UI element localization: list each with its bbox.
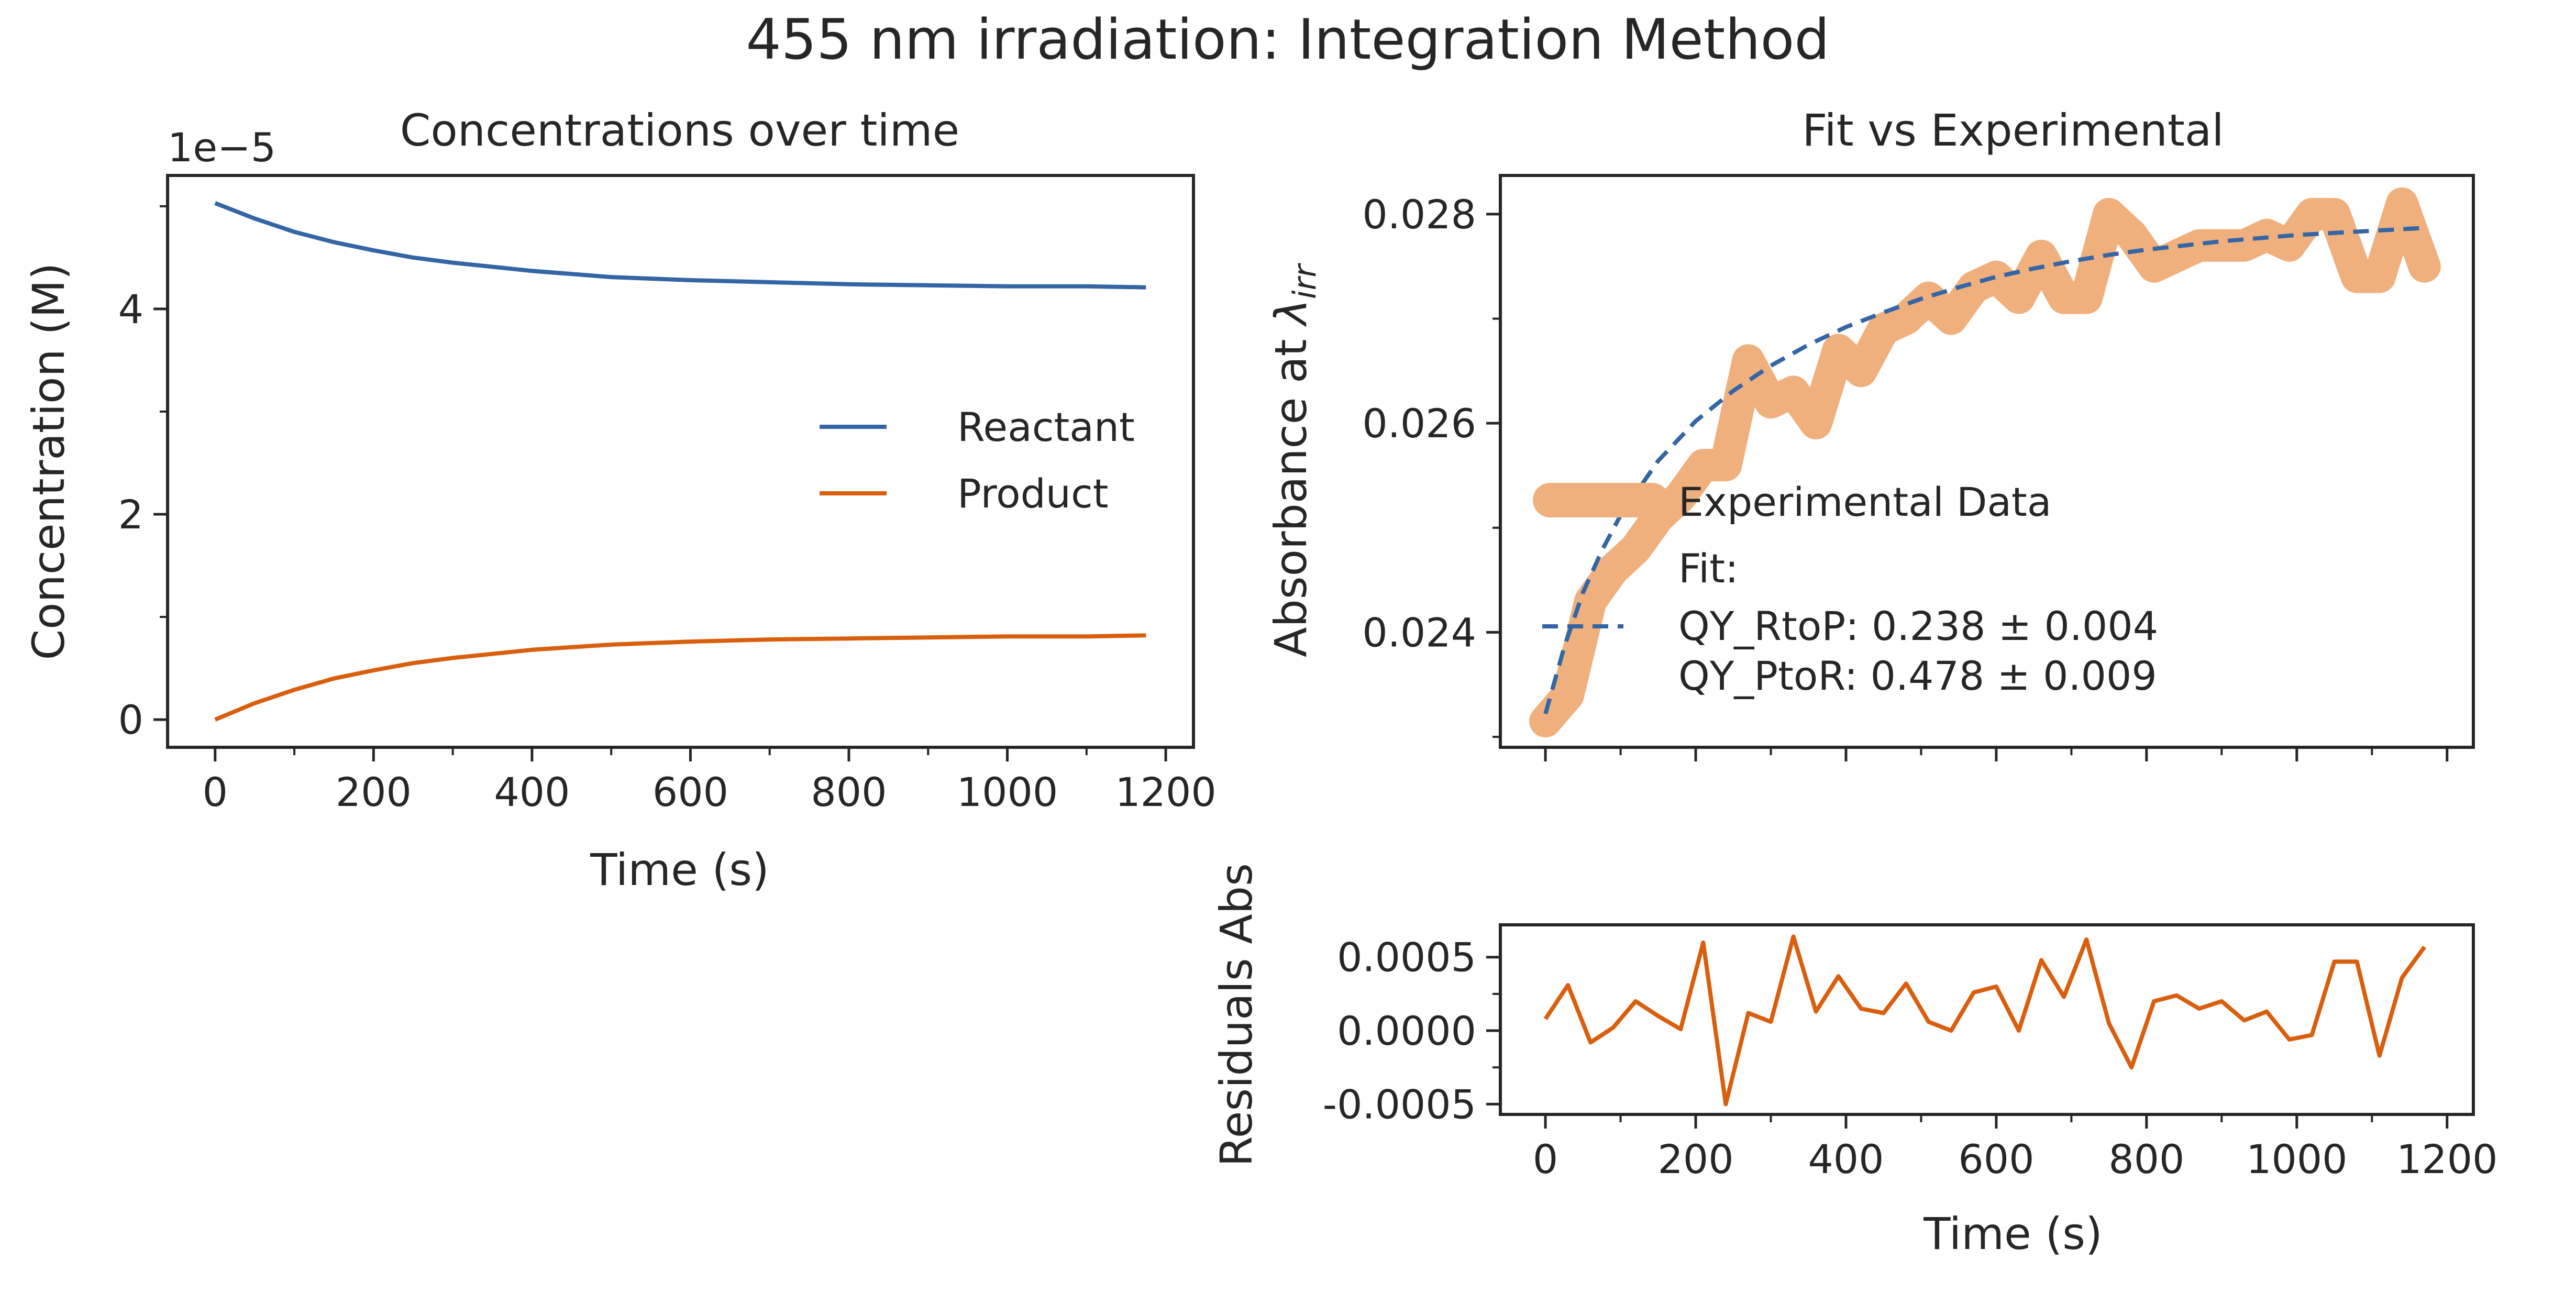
legend-fit-label-line-2: QY_RtoP: 0.238 ± 0.004 bbox=[1678, 603, 2158, 649]
y-tick-label: 0 bbox=[118, 697, 143, 743]
y-tick-label: 0.028 bbox=[1362, 191, 1476, 238]
fit-legend: Experimental Data Fit: QY_RtoP: 0.238 ± … bbox=[1533, 479, 2158, 699]
y-tick-label: 0.0005 bbox=[1337, 934, 1476, 981]
x-tick-label: 1200 bbox=[1115, 769, 1216, 815]
residuals-ticks: 0 200 400 600 800 1000 1200 -0.0005 0.0000 0.0005 bbox=[1323, 934, 2498, 1183]
x-tick-label: 0 bbox=[203, 769, 228, 815]
y-tick-label: 0.024 bbox=[1362, 609, 1476, 656]
legend-fit-label-line-1: Fit: bbox=[1678, 545, 1739, 592]
x-tick-label: 800 bbox=[811, 769, 887, 815]
concentration-panel: Concentrations over time 1e−5 Concentrat… bbox=[23, 105, 1217, 896]
concentration-x-axis-label: Time (s) bbox=[590, 844, 769, 896]
concentration-y-axis-label: Concentration (M) bbox=[23, 263, 74, 660]
fit-y-axis-label-subscript: irr bbox=[1287, 263, 1323, 299]
legend-reactant-label: Reactant bbox=[957, 404, 1135, 450]
residuals-x-axis-label: Time (s) bbox=[1923, 1208, 2103, 1259]
concentration-plot-frame bbox=[166, 174, 1195, 749]
y-tick-label: -0.0005 bbox=[1323, 1081, 1476, 1128]
x-tick-label: 200 bbox=[336, 769, 412, 815]
fit-plot-frame bbox=[1499, 174, 2475, 749]
x-tick-label: 200 bbox=[1658, 1136, 1734, 1183]
legend-experimental-label: Experimental Data bbox=[1678, 479, 2051, 525]
fit-ticks: 0.024 0.026 0.028 bbox=[1362, 191, 2449, 761]
x-tick-label: 1000 bbox=[957, 769, 1058, 815]
x-tick-label: 800 bbox=[2108, 1136, 2184, 1183]
series-residuals-line bbox=[1543, 934, 2426, 1107]
y-tick-label: 2 bbox=[118, 491, 143, 538]
fit-panel-title: Fit vs Experimental bbox=[1802, 105, 2224, 156]
y-tick-label: 0.0000 bbox=[1337, 1008, 1476, 1054]
legend-fit-label-line-3: QY_PtoR: 0.478 ± 0.009 bbox=[1678, 653, 2157, 699]
concentration-series bbox=[214, 201, 1146, 722]
fit-panel: Fit vs Experimental Absorbance at λirr 0… bbox=[1265, 105, 2475, 761]
residuals-y-axis-label: Residuals Abs bbox=[1211, 863, 1262, 1167]
concentration-offset-label: 1e−5 bbox=[168, 124, 276, 171]
fit-y-axis-label-symbol: λ bbox=[1265, 299, 1317, 327]
x-tick-label: 600 bbox=[1958, 1136, 2034, 1183]
fit-y-axis-label-prefix: Absorbance at bbox=[1265, 325, 1317, 657]
legend-product-label: Product bbox=[957, 470, 1109, 517]
concentration-legend: Reactant Product bbox=[820, 404, 1135, 517]
series-product-line bbox=[214, 633, 1146, 722]
x-tick-label: 400 bbox=[1808, 1136, 1884, 1183]
residuals-panel: Residuals Abs Time (s) 0 200 400 600 800 1000… bbox=[1211, 863, 2497, 1259]
figure-suptitle: 455 nm irradiation: Integration Method bbox=[746, 7, 1829, 72]
concentration-panel-title: Concentrations over time bbox=[400, 105, 960, 156]
x-tick-label: 1200 bbox=[2396, 1136, 2497, 1183]
concentration-ticks: 0 200 400 600 800 1000 1200 0 2 4 bbox=[118, 205, 1217, 815]
x-tick-label: 0 bbox=[1533, 1136, 1558, 1183]
x-tick-label: 600 bbox=[653, 769, 728, 815]
fit-y-axis-label: Absorbance at λirr bbox=[1265, 263, 1323, 657]
x-tick-label: 1000 bbox=[2246, 1136, 2347, 1183]
y-tick-label: 4 bbox=[118, 286, 143, 333]
x-tick-label: 400 bbox=[494, 769, 570, 815]
series-reactant-line bbox=[214, 201, 1146, 290]
residuals-series bbox=[1543, 934, 2426, 1107]
y-tick-label: 0.026 bbox=[1362, 400, 1476, 447]
residuals-plot-frame bbox=[1499, 923, 2475, 1116]
